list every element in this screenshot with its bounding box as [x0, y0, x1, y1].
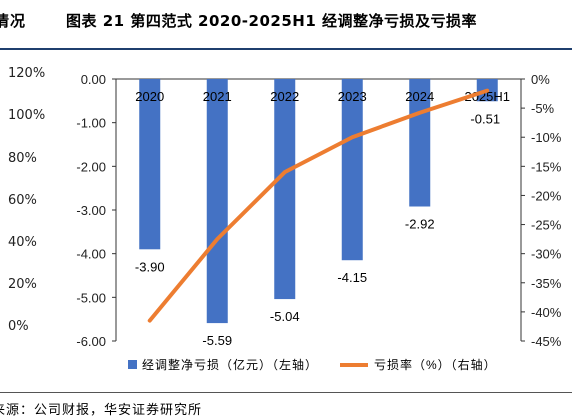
- loss-rate-point: [485, 89, 489, 93]
- bar-data-label: -4.15: [337, 270, 367, 285]
- side-axis-tick: 40%: [8, 235, 37, 250]
- left-axis-tick-label: -2.00: [76, 159, 106, 174]
- right-axis-tick-label: -20%: [531, 188, 562, 203]
- left-axis-tick-label: 0.00: [81, 72, 106, 87]
- right-axis-tick-label: -30%: [531, 247, 562, 262]
- side-axis-tick: 20%: [8, 277, 37, 292]
- side-axis-tick: 100%: [8, 108, 46, 123]
- legend-bar-swatch: [128, 360, 137, 369]
- legend-line-label: 亏损率（%）（右轴）: [374, 357, 497, 372]
- category-label: 2021: [203, 89, 232, 104]
- side-axis-tick: 60%: [8, 193, 37, 208]
- right-axis-tick-label: -35%: [531, 276, 562, 291]
- right-axis-tick-label: -5%: [531, 101, 555, 116]
- bar-data-label: -5.04: [270, 309, 300, 324]
- bar-data-label: -0.51: [470, 111, 500, 126]
- footer-divider: [0, 392, 572, 393]
- bar-data-label: -5.59: [202, 333, 232, 348]
- bar-data-label: -2.92: [405, 217, 435, 232]
- category-label: 2022: [270, 89, 299, 104]
- loss-rate-line: [147, 88, 490, 323]
- left-axis-tick-label: -4.00: [76, 247, 106, 262]
- bar-data-label: -3.90: [135, 259, 165, 274]
- title-divider: [0, 48, 572, 50]
- left-axis-tick-label: -1.00: [76, 116, 106, 131]
- right-axis-tick-label: 0%: [531, 72, 550, 87]
- figure-title: 图表 21 第四范式 2020-2025H1 经调整净亏损及亏损率: [66, 12, 477, 30]
- left-axis-tick-label: -3.00: [76, 203, 106, 218]
- bar-2023: [341, 79, 363, 261]
- source-note: 来源：公司财报，华安证券研究所: [0, 403, 203, 418]
- legend-bar-label: 经调整净亏损（亿元）（左轴）: [142, 357, 318, 372]
- loss-rate-point: [148, 319, 152, 323]
- loss-rate-point: [215, 237, 219, 241]
- bar-2020: [139, 79, 161, 250]
- right-axis-tick-label: -10%: [531, 130, 562, 145]
- right-axis-tick-label: -40%: [531, 305, 562, 320]
- bar-2022: [274, 79, 296, 300]
- figure-title-row: 情况 图表 21 第四范式 2020-2025H1 经调整净亏损及亏损率: [0, 8, 572, 34]
- previous-title-fragment: 情况: [0, 12, 27, 30]
- category-label: 2023: [338, 89, 367, 104]
- category-label: 2020: [135, 89, 164, 104]
- bar-2021: [206, 79, 228, 324]
- left-axis-tick-label: -6.00: [76, 334, 106, 349]
- side-axis-tick: 80%: [8, 151, 37, 166]
- adjacent-chart-axis: 120% 100% 80% 60% 40% 20% 0%: [8, 60, 48, 350]
- loss-rate-point: [418, 111, 422, 115]
- loss-rate-point: [283, 170, 287, 174]
- right-axis-tick-label: -45%: [531, 334, 562, 349]
- loss-rate-point: [350, 135, 354, 139]
- category-label: 2024: [405, 89, 434, 104]
- right-axis-tick-label: -15%: [531, 159, 562, 174]
- right-axis-tick-label: -25%: [531, 218, 562, 233]
- side-axis-tick: 120%: [8, 66, 46, 81]
- side-axis-tick: 0%: [8, 319, 29, 334]
- left-axis-tick-label: -5.00: [76, 290, 106, 305]
